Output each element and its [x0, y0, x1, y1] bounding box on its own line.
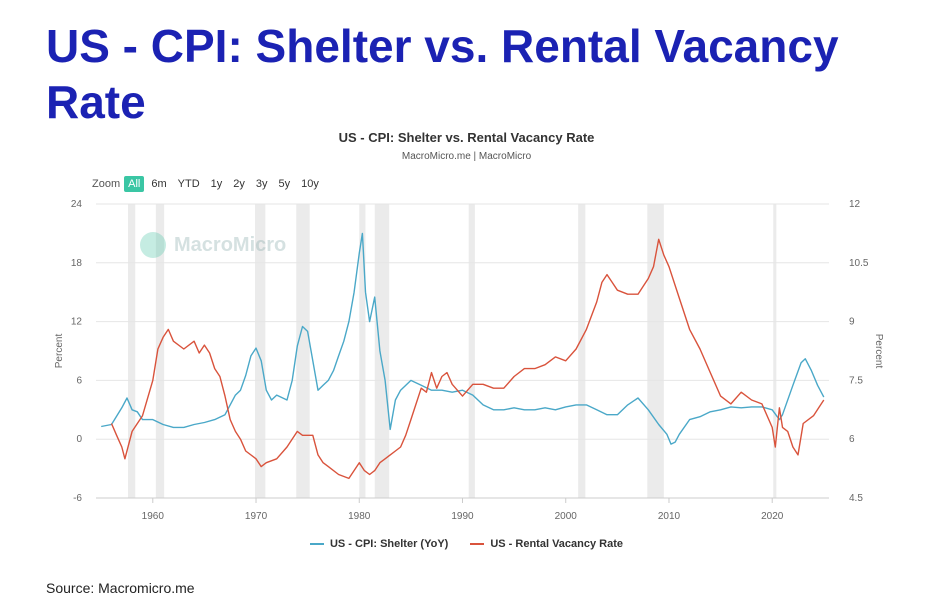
y-left-tick-label: -6 — [73, 493, 82, 504]
y-right-tick-label: 9 — [849, 317, 855, 328]
legend-swatch-shelter — [309, 543, 324, 545]
slide-title: US - CPI: Shelter vs. Rental Vacancy Rat… — [46, 20, 839, 128]
y-right-tick-label: 10.5 — [849, 258, 869, 269]
y-right-tick-label: 7.5 — [849, 375, 863, 386]
macromicro-logo-icon — [140, 232, 166, 258]
recession-band — [254, 204, 266, 498]
y-left-axis-label: Percent — [54, 334, 65, 369]
zoom-3y-button[interactable]: 3y — [255, 178, 268, 190]
zoom-10y-button[interactable]: 10y — [301, 178, 319, 190]
zoom-2y-button[interactable]: 2y — [233, 178, 245, 190]
legend-swatch-vacancy — [470, 543, 485, 545]
recession-band — [128, 204, 136, 498]
chart-legend: US - CPI: Shelter (YoY) US - Rental Vaca… — [0, 538, 933, 550]
recession-band — [155, 204, 165, 498]
y-right-axis-label: Percent — [873, 334, 884, 369]
series-line-shelter — [101, 232, 825, 445]
zoom-5y-button[interactable]: 5y — [278, 178, 291, 190]
source-note: Source: Macromicro.me — [46, 580, 195, 596]
x-tick-label: 1970 — [245, 511, 268, 522]
x-tick-label: 2020 — [761, 511, 784, 522]
x-tick-label: 1960 — [142, 511, 165, 522]
y-right-tick-label: 4.5 — [849, 493, 863, 504]
chart-plot: -6 0 6 12 18 24 4.5 6 7.5 9 10.5 12 1960 1970 1980 1990… — [54, 199, 884, 522]
recession-band — [374, 204, 390, 498]
y-left-tick-label: 12 — [71, 317, 83, 328]
watermark-text: MacroMicro — [174, 233, 287, 256]
x-tick-label: 1990 — [451, 511, 474, 522]
recession-band — [296, 204, 310, 498]
recession-band — [359, 204, 366, 498]
zoom-1y-button[interactable]: 1y — [210, 178, 223, 190]
legend-label-shelter: US - CPI: Shelter (YoY) — [329, 538, 449, 550]
recession-band — [468, 204, 475, 498]
legend-item-shelter[interactable]: US - CPI: Shelter (YoY) — [309, 538, 449, 550]
zoom-bar: Zoom All 6m YTD 1y 2y 3y 5y 10y — [92, 176, 326, 192]
x-tick-label: 2010 — [658, 511, 681, 522]
zoom-label: Zoom — [92, 178, 121, 190]
recession-band — [647, 204, 664, 498]
legend-label-vacancy: US - Rental Vacancy Rate — [490, 538, 624, 550]
zoom-6m-button[interactable]: 6m — [151, 178, 167, 190]
watermark: MacroMicro — [140, 232, 286, 258]
zoom-all-button[interactable]: All — [124, 176, 145, 192]
x-tick-label: 2000 — [555, 511, 578, 522]
chart-subtitle: MacroMicro.me | MacroMicro — [401, 151, 532, 162]
y-right-tick-label: 12 — [849, 199, 861, 210]
y-left-tick-label: 6 — [76, 375, 82, 386]
x-tick-label: 1980 — [348, 511, 371, 522]
recession-band — [578, 204, 586, 498]
zoom-ytd-button[interactable]: YTD — [177, 178, 200, 190]
series-line-vacancy — [110, 238, 825, 480]
legend-item-vacancy[interactable]: US - Rental Vacancy Rate — [470, 538, 623, 550]
y-right-tick-label: 6 — [849, 434, 855, 445]
y-left-tick-label: 18 — [71, 258, 83, 269]
y-left-tick-label: 0 — [76, 434, 82, 445]
recession-band — [773, 204, 777, 498]
chart-title: US - CPI: Shelter vs. Rental Vacancy Rat… — [338, 130, 595, 145]
y-left-tick-label: 24 — [71, 199, 83, 210]
